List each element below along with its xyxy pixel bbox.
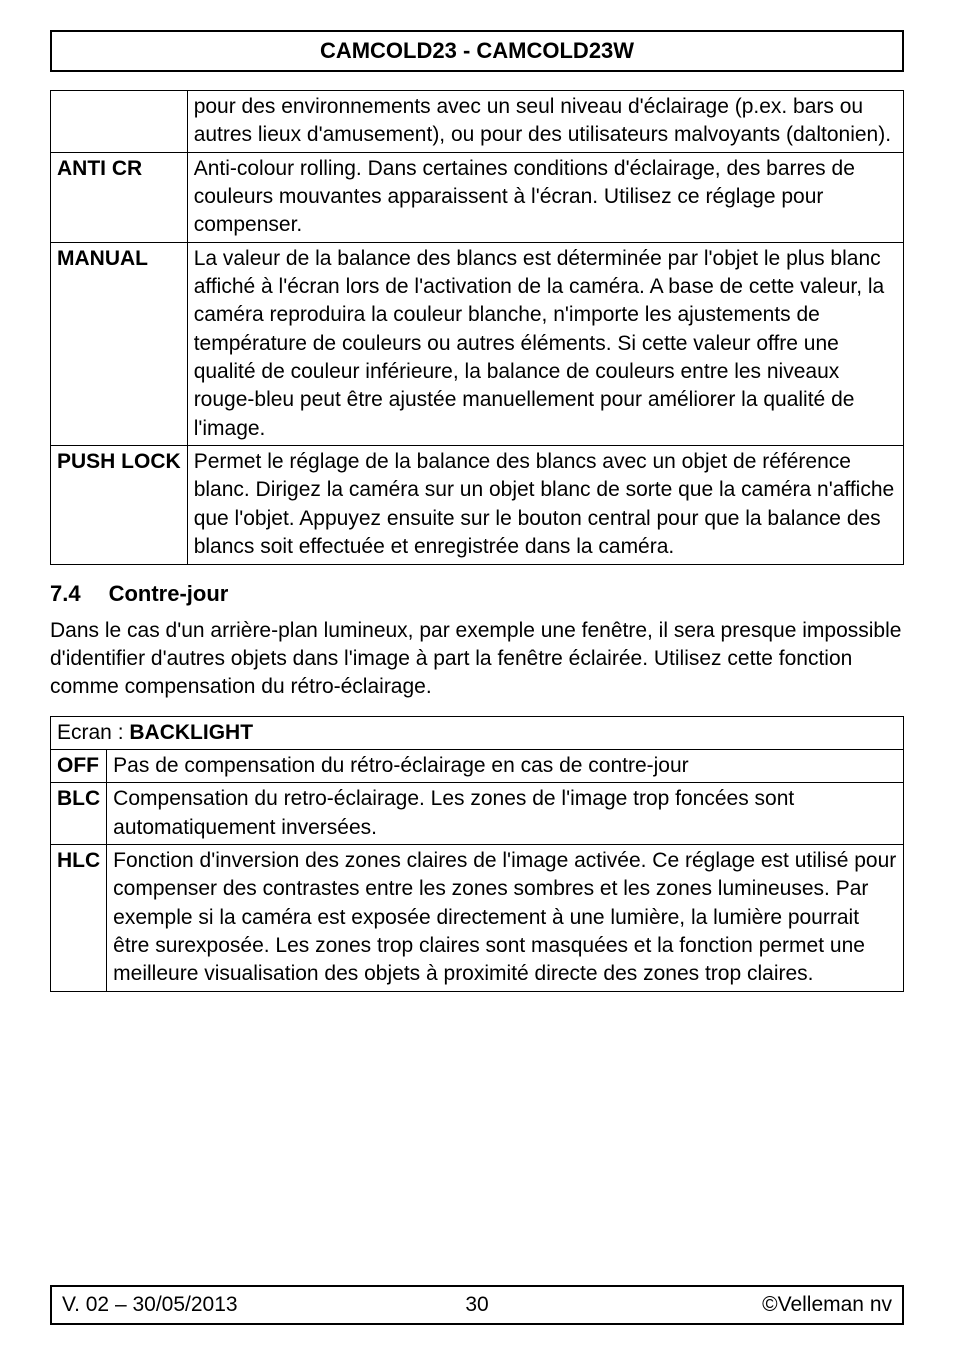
screen-header-cell: Ecran : BACKLIGHT: [51, 716, 904, 749]
table-row: ANTI CR Anti-colour rolling. Dans certai…: [51, 152, 904, 242]
row-label: OFF: [51, 749, 107, 782]
header-title: CAMCOLD23 - CAMCOLD23W: [320, 38, 634, 63]
document-footer: V. 02 – 30/05/2013 30 ©Velleman nv: [50, 1285, 904, 1325]
row-text: Compensation du retro-éclairage. Les zon…: [107, 783, 904, 845]
row-label: ANTI CR: [51, 152, 188, 242]
row-label: BLC: [51, 783, 107, 845]
footer-copyright: ©Velleman nv: [615, 1293, 892, 1317]
row-label: HLC: [51, 844, 107, 991]
row-text: Pas de compensation du rétro-éclairage e…: [107, 749, 904, 782]
section-title: Contre-jour: [109, 581, 229, 606]
footer-version: V. 02 – 30/05/2013: [62, 1293, 339, 1317]
section-paragraph: Dans le cas d'un arrière-plan lumineux, …: [50, 617, 904, 702]
row-label: [51, 91, 188, 153]
row-text: pour des environnements avec un seul niv…: [187, 91, 903, 153]
table-row: PUSH LOCK Permet le réglage de la balanc…: [51, 446, 904, 564]
row-text: Permet le réglage de la balance des blan…: [187, 446, 903, 564]
table-header-row: Ecran : BACKLIGHT: [51, 716, 904, 749]
section-heading: 7.4 Contre-jour: [50, 581, 904, 607]
white-balance-table: pour des environnements avec un seul niv…: [50, 90, 904, 565]
screen-name: BACKLIGHT: [129, 721, 253, 744]
table-row: pour des environnements avec un seul niv…: [51, 91, 904, 153]
row-text: Fonction d'inversion des zones claires d…: [107, 844, 904, 991]
row-text: Anti-colour rolling. Dans certaines cond…: [187, 152, 903, 242]
row-text: La valeur de la balance des blancs est d…: [187, 242, 903, 445]
table-row: MANUAL La valeur de la balance des blanc…: [51, 242, 904, 445]
footer-page: 30: [339, 1293, 616, 1317]
screen-prefix: Ecran :: [57, 721, 129, 744]
section-number: 7.4: [50, 581, 81, 607]
table-row: BLC Compensation du retro-éclairage. Les…: [51, 783, 904, 845]
document-header: CAMCOLD23 - CAMCOLD23W: [50, 30, 904, 72]
table-row: HLC Fonction d'inversion des zones clair…: [51, 844, 904, 991]
row-label: MANUAL: [51, 242, 188, 445]
backlight-table: Ecran : BACKLIGHT OFF Pas de compensatio…: [50, 716, 904, 992]
table-row: OFF Pas de compensation du rétro-éclaira…: [51, 749, 904, 782]
row-label: PUSH LOCK: [51, 446, 188, 564]
